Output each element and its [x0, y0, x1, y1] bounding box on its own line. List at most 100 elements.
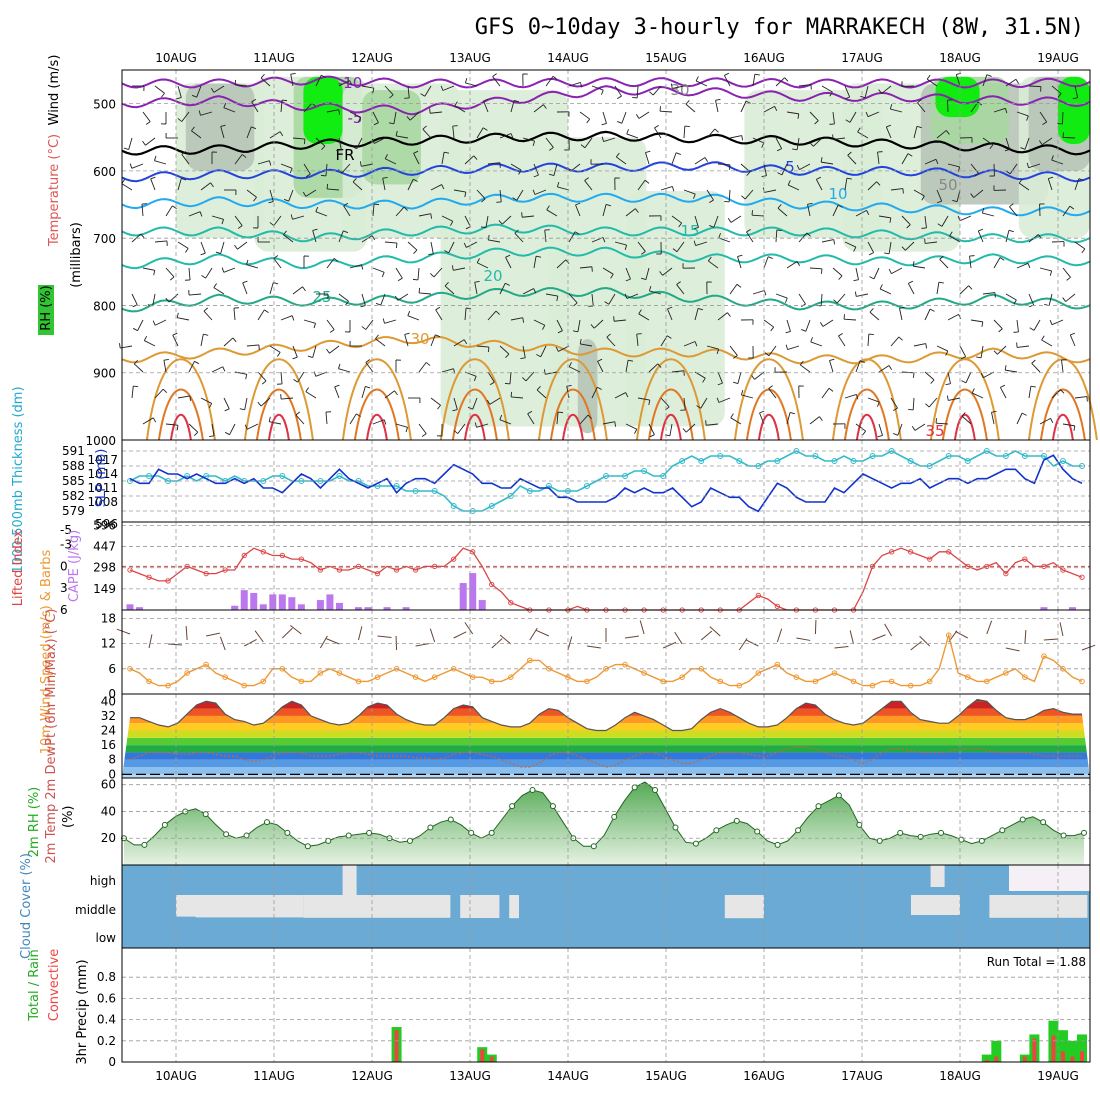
isotherm-35-lobe	[745, 388, 792, 441]
wind-barb	[820, 293, 823, 307]
wind-barb	[936, 282, 940, 295]
wind-barb	[969, 256, 972, 269]
wind-barb	[667, 308, 673, 321]
wind-barb-flag	[998, 328, 1003, 333]
wind-marker	[298, 678, 305, 685]
wind-marker	[527, 657, 533, 664]
legend-wind: Wind (m/s)	[47, 55, 62, 126]
y-tick-temp: 8	[108, 753, 116, 767]
wind-barb-flag	[715, 98, 721, 101]
wind-barb	[234, 154, 243, 165]
wind-barb	[269, 345, 281, 353]
wind-barb	[671, 215, 682, 224]
wind-marker	[736, 682, 743, 689]
wind-barb	[636, 334, 639, 347]
wind-barb	[535, 629, 550, 637]
wind-barb	[417, 267, 420, 280]
wind-barb-flag	[257, 401, 262, 407]
wind-barb	[685, 423, 696, 433]
wind-barb	[941, 215, 949, 227]
y-tick-slp: 1011	[87, 481, 118, 495]
wind-barb-flag	[209, 435, 215, 437]
wind-barb	[257, 309, 265, 321]
wind-barb	[890, 397, 898, 409]
cloud-middle-block	[195, 895, 304, 918]
wind-barb	[137, 319, 144, 331]
wind-barb	[671, 370, 684, 373]
wind-barb-flag	[232, 337, 237, 343]
wind-barb	[781, 163, 788, 176]
wind-barb-flag	[604, 301, 610, 305]
wind-barb-flag	[568, 362, 572, 367]
wind-barb	[847, 155, 857, 165]
precip-convective-bar	[1060, 1051, 1065, 1062]
upper-air-panel: -10 -5 FR 5 10 15 20 25 30 35 30 50	[119, 70, 1098, 441]
wind-barb-flag	[746, 228, 751, 233]
wind-barb	[510, 100, 515, 113]
wind-barb	[867, 333, 870, 347]
wind-barb-flag	[533, 174, 539, 178]
wind-barb-flag	[375, 334, 379, 340]
wind-barb-flag	[315, 206, 319, 212]
wind-barb-flag	[536, 354, 541, 358]
wind-barb-flag	[281, 99, 288, 102]
wind-barb	[155, 319, 167, 326]
y-tick-cape: 298	[93, 561, 116, 575]
contour-label: 30	[410, 330, 429, 348]
wind-barb-flag	[514, 229, 519, 234]
wind-barb-flag	[176, 312, 179, 318]
isotherm-40-lobe	[953, 414, 976, 441]
isotherm	[121, 223, 1091, 244]
isotherm-35-lobe	[549, 388, 596, 441]
cloud-middle-block	[509, 895, 519, 919]
wind-barb	[1016, 412, 1023, 425]
wind-marker	[146, 678, 152, 685]
rh-unit: (%)	[61, 806, 76, 829]
y-tick-temp: 16	[101, 738, 116, 752]
wind-barb	[606, 336, 616, 347]
wind-barb-flag	[814, 120, 819, 125]
rh-marker	[263, 819, 270, 826]
wind-barb-flag	[799, 360, 804, 366]
x-tick-top: 14AUG	[547, 51, 589, 65]
wind-barb	[829, 360, 834, 373]
wind-barb	[786, 261, 798, 269]
wind-barb	[991, 412, 995, 425]
wind-barb	[639, 620, 645, 635]
wind-barb-flag	[169, 276, 175, 281]
wind-barb	[890, 188, 903, 191]
wind-barb	[203, 310, 213, 321]
rh-panel	[121, 781, 1087, 865]
wind-barb-flag	[785, 297, 788, 303]
wind-barb	[885, 126, 892, 139]
wind-barb-flag	[597, 358, 603, 362]
wind-barb-flag	[1049, 270, 1053, 276]
wind-barb-flag	[474, 422, 477, 428]
wind-barb-flag	[305, 387, 309, 392]
wind-barb	[246, 126, 252, 139]
wind-barb	[637, 241, 646, 252]
wind-barb	[798, 84, 811, 87]
wind-barb-flag	[901, 246, 906, 251]
wind-barb-flag	[372, 87, 375, 94]
wind-barb	[444, 285, 455, 295]
wind-barb	[936, 189, 943, 202]
wind-barb-flag	[1049, 319, 1053, 325]
wind-barb	[338, 80, 350, 87]
wind-barb-flag	[454, 101, 458, 107]
wind-barb	[768, 345, 777, 356]
cloud-middle-block	[303, 895, 451, 918]
temp-band	[122, 745, 1090, 753]
y-axis-label-cape: CAPE (J/kg)	[67, 530, 82, 602]
rh-marker	[243, 832, 250, 839]
isotherm-40-lobe	[561, 414, 584, 441]
wind-barb-flag	[702, 377, 706, 383]
wind-barb	[1074, 85, 1079, 98]
rh-marker	[161, 821, 168, 828]
wind-barb	[150, 178, 156, 191]
li-marker	[355, 563, 362, 570]
wind-barb-flag	[334, 384, 340, 388]
wind-barb	[821, 388, 830, 399]
wind-barb-flag	[912, 261, 915, 267]
wind-barb	[1062, 267, 1071, 278]
